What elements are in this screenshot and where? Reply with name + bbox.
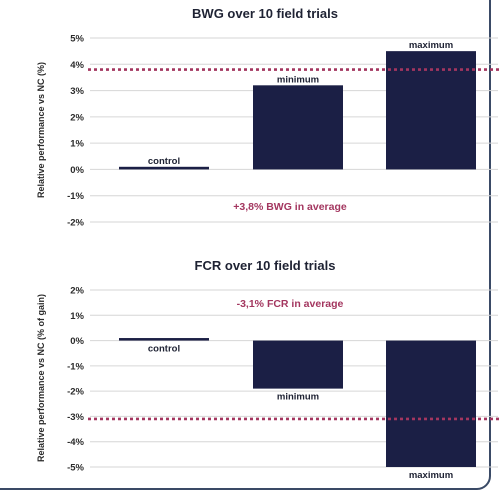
chart-2-bar-minimum [253, 340, 343, 389]
chart-2-y-tick-label: -1% [67, 361, 84, 372]
chart-2-bar-control [119, 338, 209, 341]
chart-1-bar-control [119, 166, 209, 170]
chart-2-y-axis-label: Relative performance vs NC (% of gain) [36, 294, 46, 462]
chart-2-title: FCR over 10 field trials [195, 258, 336, 273]
chart-1-average-annotation: +3,8% BWG in average [233, 201, 347, 213]
chart-2-bar-label-control: control [148, 344, 180, 355]
chart-2-y-tick-label: 0% [70, 336, 84, 347]
chart-2-y-tick-label: -5% [67, 463, 84, 474]
chart-1-y-tick-label: -2% [67, 218, 84, 229]
chart-2-average-annotation: -3,1% FCR in average [237, 298, 344, 310]
chart-2-y-tick-label: -2% [67, 387, 84, 398]
chart-1-y-axis-label: Relative performance vs NC (%) [36, 62, 46, 198]
chart-2-y-tick-label: 1% [70, 311, 84, 322]
chart-2-y-tick-label: 2% [70, 286, 84, 297]
chart-1-bar-label-maximum: maximum [409, 40, 453, 51]
chart-1-y-tick-label: 2% [70, 112, 84, 123]
chart-1-title: BWG over 10 field trials [192, 6, 338, 21]
chart-1-y-tick-label: 5% [70, 34, 84, 45]
chart-1-y-tick-label: 0% [70, 165, 84, 176]
chart-2-y-tick-label: -3% [67, 412, 84, 423]
chart-2-bar-label-maximum: maximum [409, 470, 453, 481]
chart-2-bar-maximum [386, 340, 476, 467]
chart-2-bar-label-minimum: minimum [277, 392, 319, 403]
chart-1-y-tick-label: 1% [70, 139, 84, 150]
chart-1-y-tick-label: 4% [70, 60, 84, 71]
chart-2-y-tick-label: -4% [67, 437, 84, 448]
chart-1-y-tick-label: 3% [70, 86, 84, 97]
chart-1-bar-label-control: control [148, 156, 180, 167]
panel-frame [0, 0, 491, 490]
chart-1-bar-label-minimum: minimum [277, 74, 319, 85]
chart-1-bar-maximum [386, 51, 476, 170]
chart-1-y-tick-label: -1% [67, 191, 84, 202]
chart-1-bar-minimum [253, 85, 343, 170]
